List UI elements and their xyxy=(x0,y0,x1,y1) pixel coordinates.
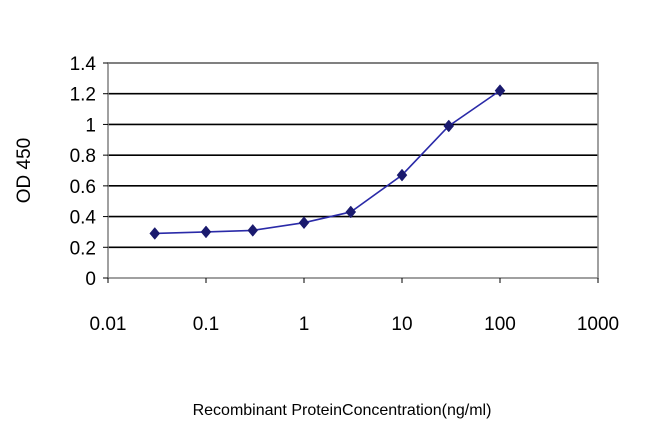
plot-frame xyxy=(107,62,599,279)
x-axis-label: Recombinant ProteinConcentration(ng/ml) xyxy=(193,402,492,419)
series-line xyxy=(154,89,501,235)
x-tick-label: 10 xyxy=(391,314,412,335)
series-layer xyxy=(149,84,506,240)
data-point xyxy=(247,224,259,237)
x-tick-label: 0.01 xyxy=(90,314,127,335)
y-tick-label: 1.4 xyxy=(70,54,97,75)
data-point xyxy=(396,168,408,182)
x-tick-labels: 0.01 0.1 1 10 100 1000 xyxy=(90,278,619,335)
x-tick-label: 1 xyxy=(299,314,310,335)
data-point xyxy=(494,84,506,98)
data-point xyxy=(149,227,161,240)
data-point xyxy=(345,205,357,219)
y-tick-label: 1 xyxy=(85,115,96,136)
y-axis-label: OD 450 xyxy=(14,138,35,203)
y-tick-label: 0.4 xyxy=(70,208,97,229)
x-tick-label: 0.1 xyxy=(193,314,219,335)
y-tick-label: 0.6 xyxy=(70,177,96,198)
data-point xyxy=(298,216,310,230)
x-tick-label: 100 xyxy=(484,314,516,335)
y-tick-label: 0.2 xyxy=(70,238,96,259)
x-tick-label: 1000 xyxy=(577,314,619,335)
y-tick-label: 0 xyxy=(85,269,96,290)
grid-layer xyxy=(108,62,598,249)
y-tick-label: 0.8 xyxy=(70,146,96,167)
y-tick-labels: 0 0.2 0.4 0.6 0.8 1 1.2 1.4 xyxy=(70,54,108,290)
data-point xyxy=(443,119,455,133)
y-tick-label: 1.2 xyxy=(70,85,96,106)
data-point xyxy=(200,225,212,239)
